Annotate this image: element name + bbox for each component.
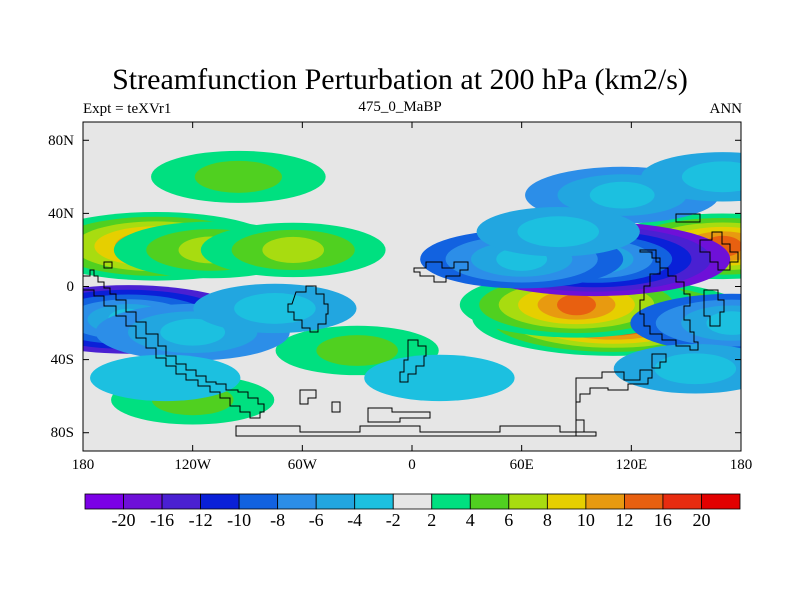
colorbar-box bbox=[508, 493, 548, 510]
contour-region bbox=[90, 354, 241, 402]
colorbar-box bbox=[392, 493, 433, 510]
contour-region bbox=[262, 236, 324, 264]
colorbar-box bbox=[277, 493, 317, 510]
contour-region bbox=[316, 335, 398, 366]
colorbar-box bbox=[161, 493, 201, 510]
colorbar-label: -16 bbox=[150, 510, 175, 530]
colorbar-box bbox=[585, 493, 625, 510]
contour-region bbox=[364, 354, 515, 402]
colorbar-label: -2 bbox=[385, 510, 401, 530]
contour-region bbox=[706, 311, 741, 335]
colorbar-label: 4 bbox=[465, 510, 475, 530]
time-label: 475_0_MaBP bbox=[358, 99, 442, 115]
lon-label-120w: 120W bbox=[174, 457, 212, 473]
colorbar-label: 16 bbox=[653, 510, 672, 530]
colorbar-box bbox=[354, 493, 394, 510]
colorbar-box bbox=[624, 493, 664, 510]
lon-label-120e: 120E bbox=[615, 457, 648, 473]
colorbar-box bbox=[662, 493, 702, 510]
lon-label-60e: 60E bbox=[509, 457, 534, 473]
colorbar-box bbox=[546, 493, 587, 510]
colorbar-box bbox=[469, 493, 510, 510]
lon-label-0: 0 bbox=[408, 457, 416, 473]
colorbar-label: -6 bbox=[308, 510, 324, 530]
lon-label-180w: 180 bbox=[71, 457, 95, 473]
colorbar-box bbox=[701, 493, 741, 510]
colorbar-label: -10 bbox=[227, 510, 252, 530]
colorbar-label: -12 bbox=[188, 510, 213, 530]
contour-region bbox=[517, 216, 600, 248]
colorbar bbox=[84, 493, 741, 510]
lat-label-40n: 40N bbox=[48, 206, 74, 222]
colorbar-label: 10 bbox=[576, 510, 595, 530]
colorbar-label: -8 bbox=[270, 510, 286, 530]
colorbar-box bbox=[431, 493, 471, 510]
contour-region bbox=[557, 294, 596, 316]
lat-label-80s: 80S bbox=[50, 425, 74, 441]
colorbar-box bbox=[123, 493, 163, 510]
lon-label-180e: 180 bbox=[729, 457, 753, 473]
season-label: ANN bbox=[709, 101, 743, 117]
contour-region bbox=[589, 181, 655, 209]
colorbar-box bbox=[238, 493, 279, 510]
colorbar-label: 6 bbox=[504, 510, 514, 530]
colorbar-label: 20 bbox=[692, 510, 711, 530]
colorbar-box bbox=[315, 493, 356, 510]
contour-region bbox=[654, 353, 737, 385]
experiment-label: Expt = teXVr1 bbox=[83, 101, 172, 117]
lat-label-0: 0 bbox=[66, 279, 75, 295]
colorbar-label: 2 bbox=[427, 510, 437, 530]
colorbar-label: -4 bbox=[347, 510, 363, 530]
plot-title: Streamfunction Perturbation at 200 hPa (… bbox=[112, 63, 688, 96]
lat-label-40s: 40S bbox=[50, 352, 74, 368]
lat-label-80n: 80N bbox=[48, 133, 74, 149]
contour-region bbox=[234, 293, 316, 324]
colorbar-label: -20 bbox=[111, 510, 136, 530]
contour-field bbox=[83, 150, 741, 425]
lon-label-60w: 60W bbox=[287, 457, 317, 473]
contour-region bbox=[681, 161, 741, 193]
contour-region bbox=[160, 318, 226, 346]
colorbar-box bbox=[200, 493, 240, 510]
coastlines bbox=[83, 213, 739, 437]
colorbar-label: 12 bbox=[615, 510, 634, 530]
colorbar-label: 8 bbox=[542, 510, 552, 530]
axis-ticks bbox=[82, 122, 742, 451]
contour-region bbox=[194, 160, 282, 193]
colorbar-box bbox=[84, 493, 124, 510]
